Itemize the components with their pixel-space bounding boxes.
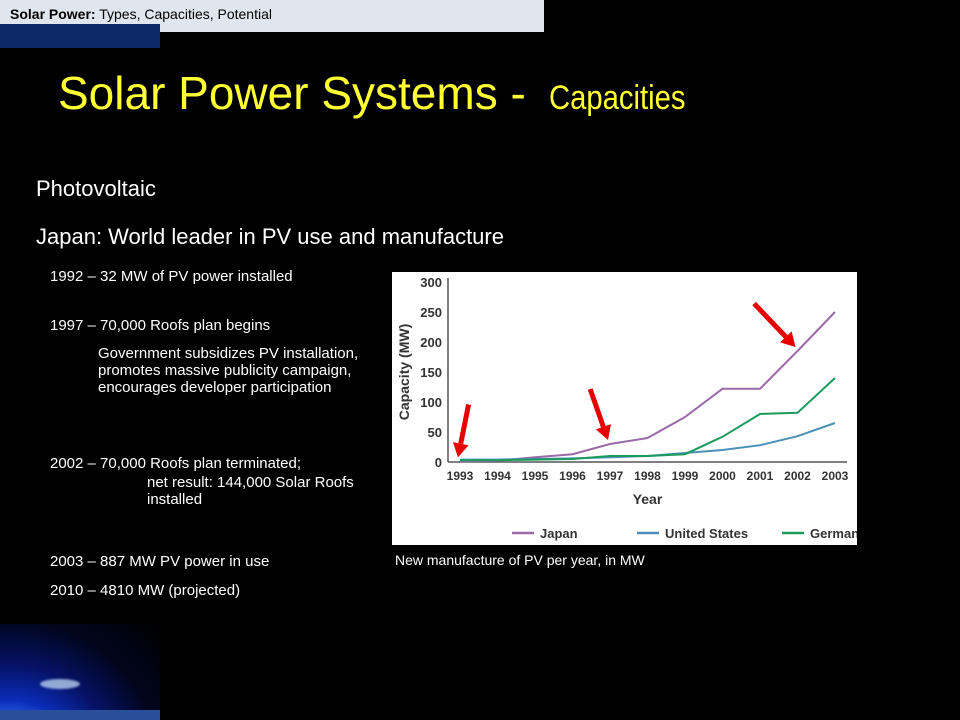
- header-title: Solar Power: Types, Capacities, Potentia…: [10, 6, 272, 22]
- y-tick-label: 0: [435, 455, 442, 470]
- subheading-japan: Japan: World leader in PV use and manufa…: [36, 224, 504, 249]
- x-tick-label: 1998: [634, 469, 661, 483]
- x-tick-label: 1993: [447, 469, 474, 483]
- legend-label-germany: Germany: [810, 526, 857, 541]
- x-tick-label: 1996: [559, 469, 586, 483]
- timeline-2002-note: net result: 144,000 Solar Roofs installe…: [147, 474, 354, 508]
- y-tick-label: 50: [428, 425, 442, 440]
- series-line-japan: [459, 311, 836, 463]
- x-tick-label: 2002: [784, 469, 811, 483]
- red-arrow-head: [595, 424, 611, 440]
- y-tick-label: 150: [420, 365, 442, 380]
- timeline-1997: 1997 – 70,000 Roofs plan begins: [50, 317, 271, 334]
- red-arrow-shaft: [752, 301, 788, 339]
- x-tick-label: 1999: [672, 469, 699, 483]
- slide-title-main: Solar Power Systems -: [58, 67, 539, 119]
- pv-capacity-chart: 0 50 100 150 200 250 300 1993 1994 1995 1996 1997 19…: [392, 272, 867, 545]
- timeline-2002: 2002 – 70,000 Roofs plan terminated;: [50, 455, 302, 472]
- red-arrow-shaft: [458, 403, 472, 445]
- y-tick-label: 250: [420, 305, 442, 320]
- timeline-2010: 2010 – 4810 MW (projected): [50, 582, 241, 599]
- slide-title: Solar Power Systems - Capacities: [58, 66, 707, 120]
- image-footer-bar: [0, 710, 160, 720]
- timeline-1992: 1992 – 32 MW of PV power installed: [50, 268, 293, 285]
- slide-title-sub: Capacities: [548, 79, 686, 117]
- x-tick-label: 2001: [747, 469, 774, 483]
- x-tick-label: 1994: [484, 469, 511, 483]
- red-arrow-head: [452, 442, 469, 458]
- timeline-2003: 2003 – 887 MW PV power in use: [50, 553, 270, 570]
- header-title-rest: Types, Capacities, Potential: [95, 6, 272, 22]
- x-axis-label: Year: [633, 491, 663, 507]
- legend-label-japan: Japan: [540, 526, 578, 541]
- x-tick-label: 1995: [522, 469, 549, 483]
- series-line-germany: [460, 377, 836, 462]
- solar-flare: [40, 679, 80, 689]
- pv-capacity-chart-svg: 0 50 100 150 200 250 300 1993 1994 1995 1996 1997 19…: [396, 275, 867, 541]
- header-title-bold: Solar Power:: [10, 6, 96, 22]
- y-tick-label: 200: [420, 335, 442, 350]
- y-axis-label: Capacity (MW): [396, 324, 412, 420]
- y-tick-label: 300: [420, 275, 442, 290]
- legend-label-united-states: United States: [665, 526, 748, 541]
- y-tick-label: 100: [420, 395, 442, 410]
- x-tick-label: 2000: [709, 469, 736, 483]
- red-arrow-shaft: [587, 388, 606, 428]
- chart-caption: New manufacture of PV per year, in MW: [395, 552, 645, 568]
- header-accent: [0, 24, 160, 48]
- subheading-photovoltaic: Photovoltaic: [36, 176, 156, 201]
- x-tick-label: 1997: [597, 469, 624, 483]
- timeline-1997-note: Government subsidizes PV installation, p…: [98, 345, 359, 396]
- series-line-united-states: [460, 422, 836, 461]
- red-arrow-head: [780, 331, 796, 347]
- solar-surface-image: [0, 624, 160, 720]
- x-tick-label: 2003: [822, 469, 849, 483]
